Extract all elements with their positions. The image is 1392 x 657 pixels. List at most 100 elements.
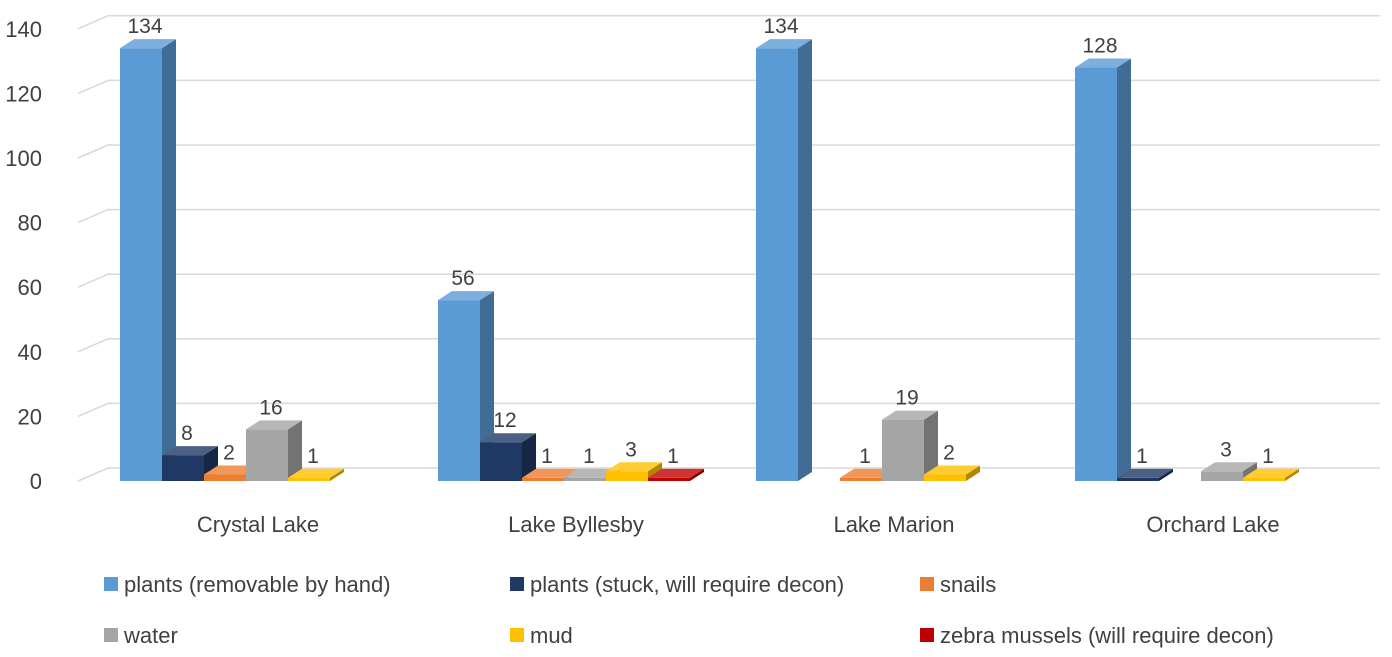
bar-side: [480, 291, 494, 481]
legend-swatch: [920, 577, 934, 591]
bar-side: [1285, 468, 1299, 481]
bar-front: [840, 477, 882, 481]
legend-swatch: [510, 577, 524, 591]
bar: [1117, 468, 1173, 481]
legend-label: mud: [530, 623, 573, 648]
bar-side: [288, 420, 302, 481]
y-tick-label: 0: [30, 469, 42, 494]
bar-front: [522, 477, 564, 481]
bar-side: [966, 465, 980, 481]
data-label: 128: [1082, 35, 1117, 58]
bar-front: [924, 474, 966, 481]
bar-front: [756, 48, 798, 482]
bar: [756, 39, 812, 482]
legend-label: plants (removable by hand): [124, 572, 391, 597]
gridline: [77, 402, 1380, 418]
gridline: [77, 79, 1380, 95]
bar-top: [162, 446, 218, 456]
bar-top: [480, 433, 536, 443]
bar: [1075, 58, 1131, 482]
legend-swatch: [104, 577, 118, 591]
bar: [648, 468, 704, 481]
bar-front: [480, 442, 522, 481]
bar-top: [1117, 468, 1173, 478]
y-tick-label: 60: [18, 275, 42, 300]
legend-swatch: [510, 628, 524, 642]
data-label: 3: [1220, 438, 1232, 461]
bar-front: [438, 300, 480, 481]
data-label: 3: [625, 438, 637, 461]
data-label: 1: [541, 445, 553, 468]
bar: [882, 410, 938, 481]
bar-front: [204, 474, 246, 481]
x-category-label: Lake Marion: [833, 512, 954, 537]
bar-front: [1243, 477, 1285, 481]
gridline: [77, 208, 1380, 224]
y-tick-label: 20: [18, 404, 42, 429]
bar: [480, 433, 536, 481]
bar-side: [924, 410, 938, 481]
data-label: 1: [667, 445, 679, 468]
data-label: 1: [583, 445, 595, 468]
bar-side: [1117, 58, 1131, 482]
bar-top: [1201, 462, 1257, 472]
gridline: [77, 144, 1380, 159]
legend-label: snails: [940, 572, 996, 597]
bar-front: [882, 419, 924, 481]
data-label: 1: [859, 445, 871, 468]
bar-front: [564, 477, 606, 481]
x-category-label: Crystal Lake: [197, 512, 319, 537]
data-label: 1: [1136, 445, 1148, 468]
bar-top: [120, 39, 176, 49]
bar-side: [162, 39, 176, 482]
bar-top: [246, 420, 302, 430]
bar-top: [924, 465, 980, 475]
bar-front: [606, 471, 648, 481]
bar-front: [288, 477, 330, 481]
bar: [120, 39, 176, 482]
bar: [438, 291, 494, 481]
data-label: 16: [259, 396, 282, 419]
data-label: 56: [451, 267, 474, 290]
legend-label: water: [123, 623, 178, 648]
data-labels: 134 8 2 16 1 56 12 1 1 3 1 134 1 19 2 128 1 3 1: [127, 15, 1273, 468]
bar-top: [882, 410, 938, 420]
data-label: 134: [763, 15, 798, 38]
data-label: 19: [895, 387, 918, 410]
legend-item: plants (removable by hand): [104, 572, 391, 597]
x-category-label: Orchard Lake: [1146, 512, 1279, 537]
bar-front: [246, 429, 288, 481]
bar-side: [330, 468, 344, 481]
legend-item: plants (stuck, will require decon): [510, 572, 844, 597]
gridlines: [77, 15, 1380, 482]
legend-item: snails: [920, 572, 996, 597]
bar: [246, 420, 302, 481]
bar-front: [162, 455, 204, 481]
bar-front: [1201, 471, 1243, 481]
bar-side: [522, 433, 536, 481]
y-tick-label: 140: [5, 17, 42, 42]
y-tick-label: 100: [5, 146, 42, 171]
bar: [924, 465, 980, 481]
legend-swatch: [920, 628, 934, 642]
bar-side: [1159, 468, 1173, 481]
bar-side: [798, 39, 812, 482]
x-axis: Crystal Lake Lake Byllesby Lake Marion Orch…: [197, 512, 1280, 537]
data-label: 12: [493, 409, 516, 432]
bar-top: [1075, 58, 1131, 68]
y-tick-label: 40: [18, 340, 42, 365]
legend: plants (removable by hand) plants (stuck,…: [104, 572, 1274, 648]
bar-side: [690, 468, 704, 481]
bars: [120, 39, 1299, 482]
gridline: [77, 15, 1380, 30]
gridline: [77, 338, 1380, 353]
bar-front: [648, 477, 690, 481]
x-category-label: Lake Byllesby: [508, 512, 644, 537]
bar-top: [606, 462, 662, 472]
bar-front: [1075, 67, 1117, 481]
legend-label: plants (stuck, will require decon): [530, 572, 844, 597]
gridline: [77, 273, 1380, 288]
data-label: 2: [223, 442, 235, 465]
bar-top: [522, 468, 578, 478]
